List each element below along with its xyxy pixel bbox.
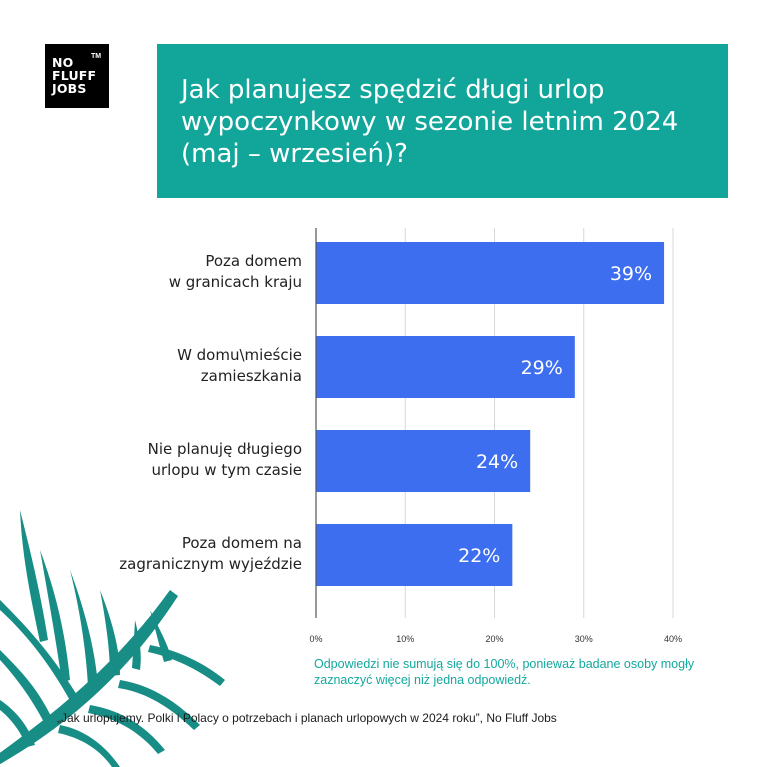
bar-value-label: 24%	[476, 451, 518, 473]
category-label: Poza domem na	[182, 534, 302, 552]
chart-title: Jak planujesz spędzić długi urlop wypocz…	[181, 75, 679, 169]
bar-value-label: 29%	[521, 357, 563, 379]
category-label: zagranicznym wyjeździe	[119, 555, 302, 573]
source-citation: „Jak urlopujemy. Polki i Polacy o potrze…	[57, 711, 557, 725]
x-tick-label: 10%	[396, 634, 414, 644]
category-label: zamieszkania	[201, 367, 302, 385]
category-label: Poza domem	[205, 252, 302, 270]
x-tick-label: 30%	[575, 634, 593, 644]
category-label: urlopu w tym czasie	[151, 461, 302, 479]
palm-leaf-decoration	[0, 510, 225, 767]
bar	[316, 524, 513, 586]
category-label: Nie planuję długiego	[148, 440, 302, 458]
bar	[316, 242, 665, 304]
bar	[316, 430, 531, 492]
chart-note: Odpowiedzi nie sumują się do 100%, ponie…	[314, 657, 695, 687]
x-tick-label: 40%	[664, 634, 682, 644]
logo-text: NO FLUFF JOBS	[52, 55, 97, 96]
category-label: W domu\mieście	[177, 346, 302, 364]
logo-trademark: TM	[91, 53, 102, 60]
bar-value-label: 22%	[458, 545, 500, 567]
category-label: w granicach kraju	[169, 273, 302, 291]
no-fluff-jobs-logo: NO FLUFF JOBS TM	[45, 44, 109, 108]
bar	[316, 336, 575, 398]
x-tick-label: 20%	[485, 634, 503, 644]
x-tick-label: 0%	[309, 634, 322, 644]
bar-value-label: 39%	[610, 263, 652, 285]
title-banner: Jak planujesz spędzić długi urlop wypocz…	[157, 44, 728, 198]
